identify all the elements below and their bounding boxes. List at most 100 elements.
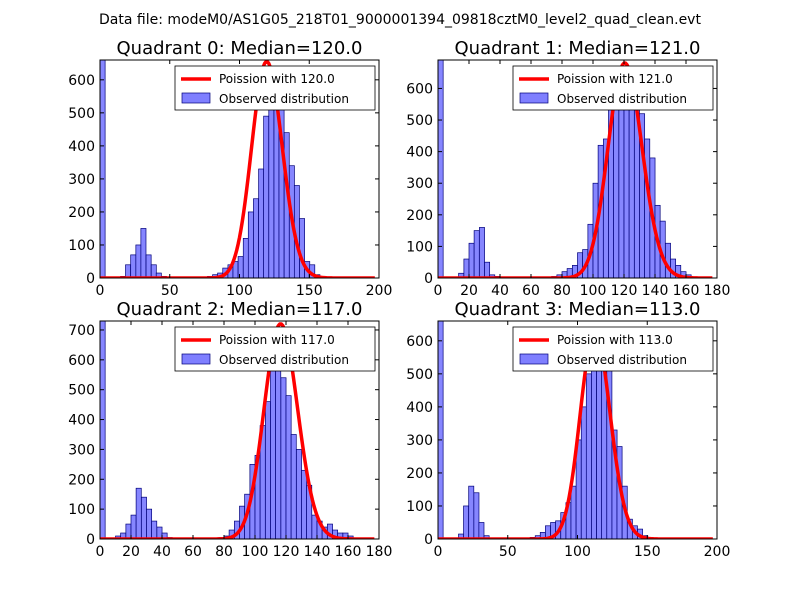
histogram-bar <box>100 321 106 539</box>
y-tick-label: 700 <box>68 323 95 339</box>
y-tick-label: 200 <box>406 466 433 482</box>
legend-hist-label: Observed distribution <box>219 92 349 106</box>
x-tick-label: 80 <box>553 283 571 299</box>
y-tick-label: 300 <box>406 433 433 449</box>
x-tick-label: 100 <box>564 544 591 560</box>
histogram-bar <box>463 258 470 278</box>
y-tick-label: 300 <box>68 172 95 188</box>
y-tick-label: 400 <box>68 413 95 429</box>
y-tick-label: 300 <box>68 442 95 458</box>
histogram-bar <box>151 520 158 539</box>
x-tick-label: 100 <box>580 283 607 299</box>
y-tick-label: 600 <box>68 73 95 89</box>
histogram-bar <box>285 395 292 539</box>
histogram-bar <box>580 406 587 539</box>
x-tick-label: 200 <box>704 544 731 560</box>
histogram-bar <box>258 168 265 278</box>
histogram-bar <box>237 256 244 278</box>
legend-curve-label: Poission with 121.0 <box>557 72 673 86</box>
histogram-bar <box>484 261 491 278</box>
histogram-bar <box>100 60 106 278</box>
x-tick-label: 140 <box>642 283 669 299</box>
histogram-bar <box>478 522 485 539</box>
y-tick-label: 500 <box>406 367 433 383</box>
x-tick-label: 180 <box>704 283 731 299</box>
x-tick-label: 0 <box>434 544 443 560</box>
chart-title: Quadrant 3: Median=113.0 <box>455 299 701 320</box>
x-tick-label: 40 <box>491 283 509 299</box>
histogram-bar <box>473 230 480 278</box>
histogram-bar <box>623 88 630 278</box>
x-tick-label: 140 <box>304 544 331 560</box>
histogram-bar <box>265 401 271 539</box>
y-tick-label: 100 <box>406 499 433 515</box>
histogram-bar <box>591 343 597 539</box>
x-tick-label: 150 <box>296 283 323 299</box>
histogram-bar <box>140 228 147 278</box>
x-tick-label: 180 <box>366 544 393 560</box>
histogram-bar <box>613 103 620 278</box>
y-tick-label: 0 <box>424 271 433 287</box>
figure-suptitle: Data file: modeM0/AS1G05_218T01_90000013… <box>99 12 701 28</box>
x-tick-label: 80 <box>215 544 233 560</box>
legend-hist-swatch <box>181 92 211 104</box>
chart-panel-0: 0 50 100 150 200 0 100 200 300 400 500 600 Quadrant … <box>68 38 392 299</box>
axes-frame <box>437 59 718 279</box>
y-tick-label: 100 <box>68 238 95 254</box>
y-tick-label: 100 <box>68 502 95 518</box>
chart-title: Quadrant 1: Median=121.0 <box>455 38 701 59</box>
histogram-bar <box>125 523 132 539</box>
histogram-bar <box>270 359 277 539</box>
y-tick-label: 400 <box>406 400 433 416</box>
panels: 0 50 100 150 2000100200300400500600Quadrant … <box>68 38 730 560</box>
x-tick-label: 100 <box>242 544 269 560</box>
legend-curve-label: Poission with 120.0 <box>219 72 335 86</box>
y-tick-label: 300 <box>406 176 433 192</box>
x-tick-label: 20 <box>460 283 478 299</box>
histogram-bar <box>141 496 147 539</box>
x-tick-label: 50 <box>161 283 179 299</box>
x-tick-label: 60 <box>184 544 202 560</box>
legend-hist-label: Observed distribution <box>557 353 687 367</box>
legend-hist-swatch <box>181 353 211 365</box>
histogram-bar <box>618 100 625 278</box>
chart-title: Quadrant 2: Median=117.0 <box>117 299 363 320</box>
histogram-bars <box>438 321 654 539</box>
y-tick-label: 500 <box>68 383 95 399</box>
y-tick-label: 600 <box>406 334 433 350</box>
x-tick-label: 160 <box>673 283 700 299</box>
chart-panel-2: 0 20 40 60 80 100 120 140 160 1800100200300400500… <box>68 299 392 560</box>
histogram-bar <box>135 244 142 278</box>
x-tick-label: 0 <box>96 283 105 299</box>
axes-frame <box>99 320 380 540</box>
histogram-bar <box>299 218 305 278</box>
histogram-bar <box>263 115 270 278</box>
chart-panel-3: 0 50 100 150 200 0 100 200 300 400 500 600 Quadrant … <box>406 299 730 560</box>
x-tick-label: 120 <box>273 544 300 560</box>
y-tick-label: 0 <box>86 271 95 287</box>
y-tick-label: 200 <box>406 208 433 224</box>
x-tick-label: 120 <box>611 283 638 299</box>
y-tick-label: 400 <box>406 145 433 161</box>
histogram-bar <box>280 377 287 539</box>
histogram-bars <box>100 321 354 539</box>
x-tick-label: 100 <box>226 283 253 299</box>
histogram-bar <box>253 198 259 278</box>
histogram-bar <box>438 321 444 539</box>
histogram-bar <box>438 60 444 278</box>
x-tick-label: 0 <box>434 283 443 299</box>
histogram-bar <box>268 105 275 278</box>
legend-curve-label: Poission with 113.0 <box>557 333 673 347</box>
y-tick-label: 200 <box>68 472 95 488</box>
histogram-bar <box>296 449 302 539</box>
legend-hist-label: Observed distribution <box>557 92 687 106</box>
histogram-bar <box>468 485 475 539</box>
histogram-bar <box>479 227 485 278</box>
histogram-bar <box>150 264 157 278</box>
histogram-bar <box>570 485 577 539</box>
legend-hist-label: Observed distribution <box>219 353 349 367</box>
chart-title: Quadrant 0: Median=120.0 <box>117 38 363 59</box>
histogram-bar <box>473 492 480 539</box>
histogram-bar <box>585 373 592 539</box>
